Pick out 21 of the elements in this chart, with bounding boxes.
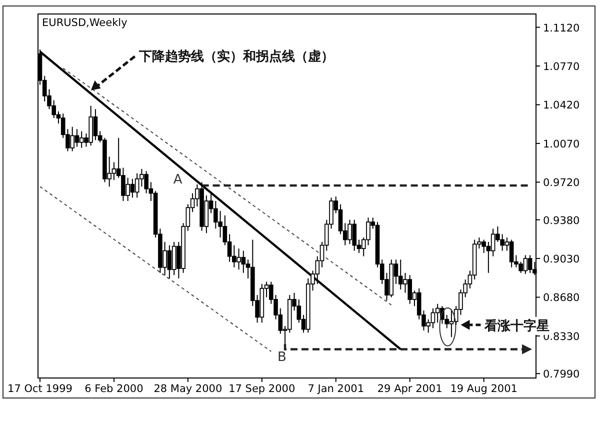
x-tick-label: 28 May 2000 [154, 383, 222, 395]
x-tick-label: 19 Aug 2001 [450, 383, 518, 395]
x-tick-label: 7 Jan 2001 [308, 383, 364, 395]
annotation: 下降趋势线（实）和拐点线（虚） [138, 48, 334, 64]
y-tick-label: 1.0770 [543, 61, 580, 73]
y-tick-label: 1.0420 [543, 100, 580, 112]
x-tick-label: 29 Apr 2001 [377, 383, 442, 395]
x-tick-label: 17 Sep 2000 [228, 383, 296, 395]
annotation: 看涨十字星 [484, 318, 550, 334]
x-tick-label: 17 Oct 1999 [8, 383, 72, 395]
y-tick-label: 0.9380 [543, 214, 580, 227]
y-tick-label: 1.1120 [543, 22, 580, 34]
y-tick-label: 0.7990 [543, 368, 580, 381]
y-tick-label: 1.0070 [543, 138, 580, 150]
y-tick-label: 0.8680 [543, 292, 580, 304]
x-tick-label: 6 Feb 2000 [84, 383, 144, 395]
y-tick-label: 0.9030 [543, 254, 580, 266]
annotation: B [278, 350, 286, 366]
chart-title: EURUSD,Weekly [42, 17, 128, 29]
annotation: A [173, 172, 182, 188]
y-tick-label: 0.9720 [543, 177, 580, 190]
